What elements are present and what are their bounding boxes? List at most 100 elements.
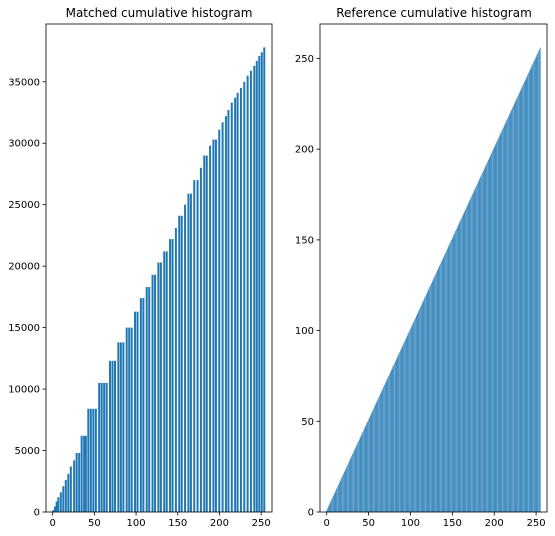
x-tick-label-4: 200 — [485, 518, 504, 529]
bar-98 — [408, 332, 410, 512]
bar-30 — [128, 327, 131, 512]
bar-167 — [466, 207, 467, 513]
bar-149 — [451, 239, 452, 512]
bar-51 — [369, 417, 370, 512]
bar-9 — [73, 460, 76, 512]
y-tick-label-1: 50 — [301, 417, 314, 428]
bar-61 — [221, 122, 224, 512]
bar-203 — [496, 141, 498, 513]
bar-160 — [460, 219, 461, 512]
y-tick-label-5: 250 — [295, 54, 314, 65]
bar-58 — [374, 404, 376, 512]
bar-217 — [508, 116, 509, 513]
bar-27 — [119, 342, 122, 512]
bar-190 — [485, 165, 487, 512]
bar-111 — [419, 308, 420, 512]
bar-89 — [400, 348, 402, 512]
bar-11 — [78, 453, 81, 512]
y-tick-label-2: 10000 — [8, 385, 40, 396]
bar-128 — [433, 277, 435, 512]
bar-22 — [105, 382, 108, 512]
bar-73 — [387, 377, 389, 512]
bar-183 — [479, 178, 481, 512]
bar-125 — [431, 283, 432, 512]
bar-181 — [477, 181, 479, 512]
bar-174 — [472, 194, 473, 512]
bar-22 — [344, 470, 346, 512]
bar-253 — [538, 51, 539, 513]
bar-210 — [502, 129, 503, 512]
bar-46 — [364, 426, 366, 512]
bar-81 — [394, 363, 395, 512]
bar-61 — [377, 399, 379, 512]
bar-171 — [469, 199, 471, 512]
bar-46 — [174, 228, 177, 513]
bar-223 — [513, 105, 514, 512]
bar-60 — [218, 129, 221, 512]
bar-8 — [69, 466, 72, 512]
bar-162 — [462, 216, 463, 513]
chart-title: Matched cumulative histogram — [66, 6, 253, 20]
bar-97 — [407, 334, 409, 512]
bar-246 — [532, 63, 534, 512]
bar-119 — [425, 294, 427, 512]
bar-72 — [386, 379, 388, 512]
bar-153 — [454, 232, 456, 512]
bar-82 — [394, 361, 396, 512]
bar-0 — [52, 510, 55, 512]
bar-33 — [136, 311, 139, 512]
bar-65 — [380, 392, 382, 512]
bar-133 — [437, 268, 439, 512]
bar-87 — [399, 352, 400, 512]
bar-150 — [451, 238, 453, 512]
bar-73 — [258, 55, 261, 513]
bar-109 — [417, 312, 419, 512]
bar-243 — [529, 69, 531, 512]
bar-227 — [516, 98, 518, 512]
bar-239 — [526, 76, 528, 513]
bar-62 — [378, 397, 379, 512]
bar-202 — [495, 143, 497, 513]
bar-45 — [171, 239, 174, 513]
bar-70 — [384, 383, 386, 512]
x-tick-label-2: 100 — [401, 518, 420, 529]
bar-51 — [189, 193, 192, 512]
bar-28 — [122, 342, 125, 512]
bar-71 — [253, 65, 256, 512]
bar-204 — [497, 140, 498, 512]
bar-3 — [328, 504, 330, 512]
bar-24 — [346, 466, 348, 512]
bar-156 — [456, 227, 458, 512]
bar-75 — [389, 374, 390, 512]
bar-1 — [327, 508, 328, 512]
bar-164 — [463, 212, 465, 513]
bar-27 — [348, 461, 350, 512]
bar-205 — [498, 138, 499, 513]
bar-196 — [490, 154, 492, 512]
bar-134 — [438, 267, 440, 512]
axes-frame — [319, 23, 548, 513]
bar-105 — [414, 319, 415, 512]
bar-120 — [426, 292, 428, 512]
bar-99 — [409, 330, 410, 512]
bar-41 — [159, 262, 162, 512]
bar-113 — [420, 305, 422, 512]
bar-7 — [332, 497, 333, 512]
bar-34 — [354, 448, 356, 512]
bar-252 — [537, 53, 539, 512]
x-tick-label-3: 150 — [168, 518, 187, 529]
bar-238 — [525, 78, 527, 513]
bar-86 — [398, 354, 400, 512]
bar-68 — [243, 81, 246, 513]
bar-7 — [67, 473, 70, 512]
bar-17 — [340, 479, 342, 512]
matched-histogram-panel: Matched cumulative histogram 0 50 100 150 20… — [8, 6, 273, 529]
bar-187 — [482, 170, 484, 512]
bar-65 — [234, 97, 237, 512]
bar-76 — [389, 372, 391, 512]
bar-48 — [180, 215, 183, 512]
bar-207 — [499, 134, 501, 512]
bar-103 — [412, 323, 414, 512]
bar-16 — [339, 481, 341, 512]
bar-56 — [373, 408, 374, 512]
